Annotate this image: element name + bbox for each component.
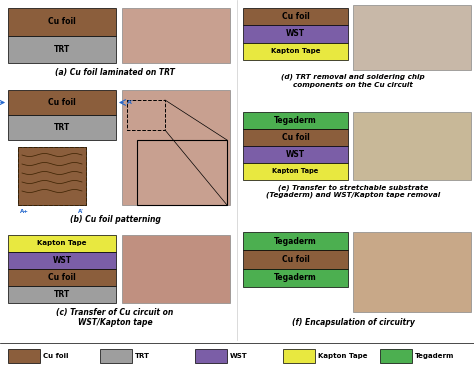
Text: A': A' [78, 209, 84, 214]
Bar [283, 349, 315, 363]
Text: Cu foil: Cu foil [48, 98, 76, 107]
Text: (d) TRT removal and soldering chip
components on the Cu circuit: (d) TRT removal and soldering chip compo… [281, 74, 425, 87]
Text: A+: A+ [20, 209, 29, 214]
Bar [353, 232, 471, 312]
Text: (e) Transfer to stretchable substrate
(Tegaderm) and WST/Kapton tape removal: (e) Transfer to stretchable substrate (T… [266, 184, 440, 198]
Bar [243, 146, 348, 163]
Bar [18, 147, 86, 205]
Bar [8, 286, 116, 303]
Text: WST: WST [53, 256, 72, 265]
Bar [8, 90, 116, 115]
Bar [243, 232, 348, 250]
Text: Kapton Tape: Kapton Tape [273, 169, 319, 175]
Bar [243, 250, 348, 269]
Text: WST: WST [230, 353, 248, 359]
Bar [122, 8, 230, 63]
Text: Cu foil: Cu foil [282, 12, 310, 21]
Bar [8, 349, 40, 363]
Bar [122, 90, 230, 205]
Bar [353, 5, 471, 70]
Bar [243, 43, 348, 60]
Bar [380, 349, 412, 363]
Text: TRT: TRT [54, 45, 70, 54]
Text: (c) Transfer of Cu circuit on
WST/Kapton tape: (c) Transfer of Cu circuit on WST/Kapton… [56, 308, 173, 327]
Bar [122, 235, 230, 303]
Text: Cu foil: Cu foil [48, 17, 76, 26]
Text: Kapton Tape: Kapton Tape [271, 48, 320, 54]
Text: Cu foil: Cu foil [48, 273, 76, 282]
Bar [353, 112, 471, 180]
Text: TRT: TRT [54, 123, 70, 132]
Bar [8, 35, 116, 63]
Bar [243, 25, 348, 43]
Bar [8, 269, 116, 286]
Text: Tegaderm: Tegaderm [274, 237, 317, 246]
Bar [195, 349, 227, 363]
Bar [137, 140, 227, 205]
Bar [127, 100, 165, 130]
Bar [8, 115, 116, 140]
Text: Kapton Tape: Kapton Tape [37, 241, 87, 247]
Bar [8, 8, 116, 35]
Text: TRT: TRT [135, 353, 150, 359]
Text: Cu foil: Cu foil [282, 133, 310, 142]
Bar [243, 129, 348, 146]
Text: Tegaderm: Tegaderm [415, 353, 455, 359]
Text: Tegaderm: Tegaderm [274, 273, 317, 282]
Text: WST: WST [286, 29, 305, 38]
Text: TRT: TRT [54, 290, 70, 299]
Text: Kapton Tape: Kapton Tape [318, 353, 367, 359]
Bar [8, 252, 116, 269]
Bar [18, 147, 86, 205]
Text: Cu foil: Cu foil [43, 353, 69, 359]
Text: Tegaderm: Tegaderm [274, 116, 317, 125]
Text: Cu foil: Cu foil [282, 255, 310, 264]
Bar [243, 269, 348, 287]
Text: A': A' [127, 100, 134, 105]
Bar [8, 235, 116, 252]
Text: (b) Cu foil patterning: (b) Cu foil patterning [70, 215, 160, 224]
Text: (a) Cu foil laminated on TRT: (a) Cu foil laminated on TRT [55, 68, 175, 77]
Text: (f) Encapsulation of circuitry: (f) Encapsulation of circuitry [292, 318, 414, 327]
Bar [243, 8, 348, 25]
Bar [100, 349, 132, 363]
Bar [243, 112, 348, 129]
Text: WST: WST [286, 150, 305, 159]
Bar [243, 163, 348, 180]
